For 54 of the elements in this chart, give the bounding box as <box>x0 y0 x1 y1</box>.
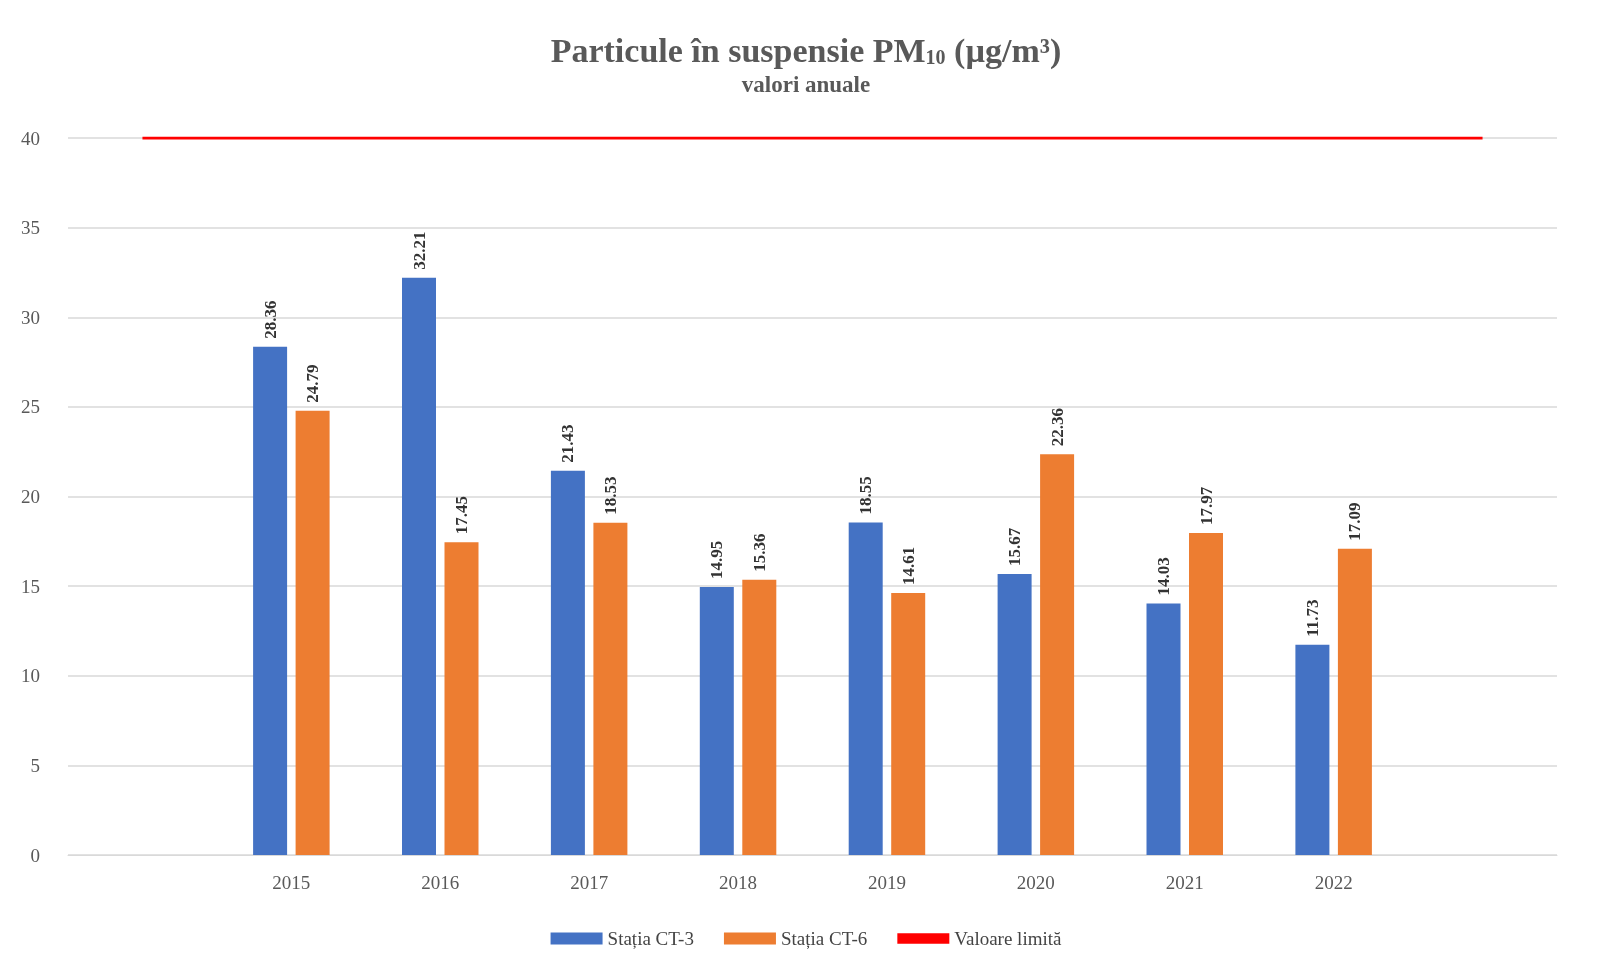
data-label: 22.36 <box>1047 407 1067 447</box>
bar <box>1337 548 1372 855</box>
bar <box>1146 603 1181 855</box>
data-label: 18.55 <box>856 476 876 515</box>
x-tick-label: 2018 <box>719 872 758 893</box>
data-label: 17.45 <box>452 495 471 535</box>
bar <box>742 579 777 855</box>
data-label: 32.21 <box>409 231 429 270</box>
x-tick-label: 2021 <box>1165 872 1204 893</box>
data-label: 21.43 <box>558 424 578 463</box>
x-tick-label: 2020 <box>1016 872 1055 893</box>
bar <box>550 470 585 855</box>
y-tick-label: 10 <box>21 665 40 687</box>
legend-label: Stația CT-3 <box>607 928 694 949</box>
data-label: 11.73 <box>1302 599 1322 637</box>
chart-title: Particule în suspensie PM10 (µg/m³) <box>550 31 1062 70</box>
data-label: 15.67 <box>1005 527 1025 567</box>
bar <box>1189 532 1223 855</box>
bar <box>997 574 1032 855</box>
chart-subtitle: valori anuale <box>741 72 871 97</box>
bar <box>295 410 330 855</box>
data-label: 14.61 <box>898 546 918 586</box>
x-tick-label: 2015 <box>272 872 311 893</box>
bar <box>253 346 288 855</box>
data-label: 24.79 <box>303 364 323 403</box>
bar <box>848 522 883 855</box>
bar <box>402 277 436 855</box>
data-label: 17.09 <box>1345 502 1365 541</box>
y-tick-label: 15 <box>21 575 40 597</box>
bar <box>1040 454 1075 855</box>
legend-label: Stația CT-6 <box>780 928 868 949</box>
y-tick-label: 0 <box>30 844 40 866</box>
y-tick-label: 30 <box>21 306 40 328</box>
bar <box>593 522 628 855</box>
data-label: 14.03 <box>1154 557 1173 596</box>
y-tick-label: 25 <box>21 396 40 418</box>
legend-label: Valoare limită <box>954 928 1062 949</box>
y-tick-label: 20 <box>21 486 40 507</box>
data-label: 18.53 <box>600 476 620 515</box>
y-tick-label: 35 <box>21 217 40 239</box>
bar <box>891 593 926 855</box>
data-label: 17.97 <box>1196 486 1216 525</box>
x-tick-label: 2017 <box>570 872 609 893</box>
data-label: 28.36 <box>260 300 280 339</box>
data-label: 15.36 <box>749 533 769 572</box>
x-tick-label: 2016 <box>421 872 460 893</box>
bar <box>1295 644 1330 855</box>
y-tick-label: 5 <box>30 754 40 776</box>
y-tick-label: 40 <box>21 127 40 149</box>
x-tick-label: 2022 <box>1314 872 1353 893</box>
bar <box>444 542 479 855</box>
x-tick-label: 2019 <box>867 872 906 893</box>
data-label: 14.95 <box>707 540 727 580</box>
bar <box>699 587 734 855</box>
